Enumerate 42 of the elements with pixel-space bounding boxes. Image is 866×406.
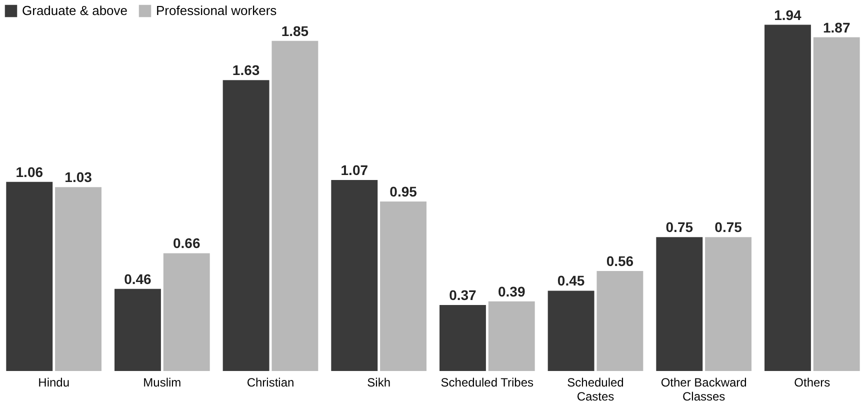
bar	[272, 40, 318, 371]
bar	[488, 301, 535, 371]
data-label: 1.07	[340, 162, 368, 178]
data-label: 0.75	[666, 219, 694, 236]
x-tick-label: Scheduled Castes	[567, 376, 624, 404]
x-tick-label: Christian	[246, 376, 294, 390]
bar	[380, 201, 426, 371]
x-tick-label: Other Backward Classes	[660, 376, 747, 404]
data-label: 0.75	[714, 219, 742, 236]
data-label: 1.63	[232, 62, 260, 78]
bar	[222, 80, 270, 371]
data-label: 0.56	[606, 253, 634, 270]
bar	[596, 271, 644, 371]
data-label: 1.94	[774, 6, 802, 23]
bar	[6, 182, 53, 371]
x-tick-label: Others	[794, 376, 830, 390]
data-label: 1.87	[822, 19, 850, 36]
data-label: 1.85	[281, 22, 309, 39]
bar	[331, 180, 378, 371]
legend-label: Professional workers	[156, 3, 278, 18]
bar	[440, 304, 486, 371]
bar	[548, 290, 594, 371]
x-tick-label: Hindu	[38, 376, 70, 390]
bar	[813, 37, 860, 371]
data-label: 0.46	[124, 270, 152, 287]
bar	[55, 187, 102, 371]
data-label: 1.03	[64, 169, 92, 186]
x-tick-label: Muslim	[143, 376, 182, 390]
data-label: 0.45	[557, 272, 585, 289]
legend-label: Graduate & above	[22, 3, 128, 18]
bar	[114, 288, 161, 371]
data-label: 1.06	[16, 164, 44, 180]
bar	[656, 237, 703, 371]
bar	[705, 237, 752, 371]
bar	[163, 253, 210, 371]
data-label: 0.39	[498, 283, 526, 300]
data-label: 0.95	[390, 183, 418, 200]
bar	[764, 24, 811, 371]
x-tick-label: Scheduled Tribes	[440, 376, 534, 390]
x-tick-label: Sikh	[367, 376, 391, 390]
data-label: 0.37	[449, 286, 477, 303]
data-label: 0.66	[172, 235, 200, 252]
